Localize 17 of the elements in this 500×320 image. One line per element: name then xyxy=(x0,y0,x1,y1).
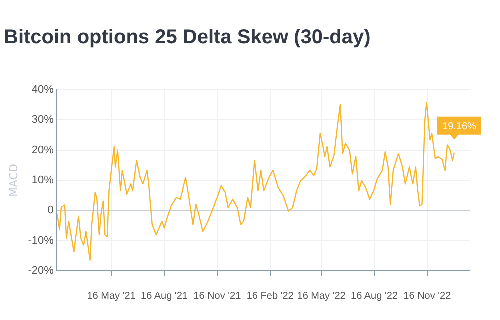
x-tick-label: 16 Nov '22 xyxy=(404,290,452,302)
x-tick-label: 16 Feb '22 xyxy=(246,290,294,302)
x-tick-label: 16 Aug '21 xyxy=(141,290,188,302)
x-tick-label: 16 Aug '22 xyxy=(351,290,398,302)
y-tick-label: 20% xyxy=(32,144,54,156)
x-tick-label: 16 Nov '21 xyxy=(194,290,242,302)
x-tick-label: 16 May '22 xyxy=(297,290,346,302)
annotation: 19.16% xyxy=(442,122,477,133)
y-tick-label: 40% xyxy=(32,84,54,96)
y-tick-label: 10% xyxy=(32,174,54,187)
y-tick-label: 0 xyxy=(48,204,54,217)
chart-title: Bitcoin options 25 Delta Skew (30-day) xyxy=(4,26,371,49)
x-tick-label: 16 May '21 xyxy=(87,290,136,302)
y-tick-label: -20% xyxy=(28,265,54,278)
y-tick-label: 30% xyxy=(32,114,54,126)
y-tick-label: -10% xyxy=(28,234,54,247)
y-axis-title: MACD xyxy=(7,164,20,197)
